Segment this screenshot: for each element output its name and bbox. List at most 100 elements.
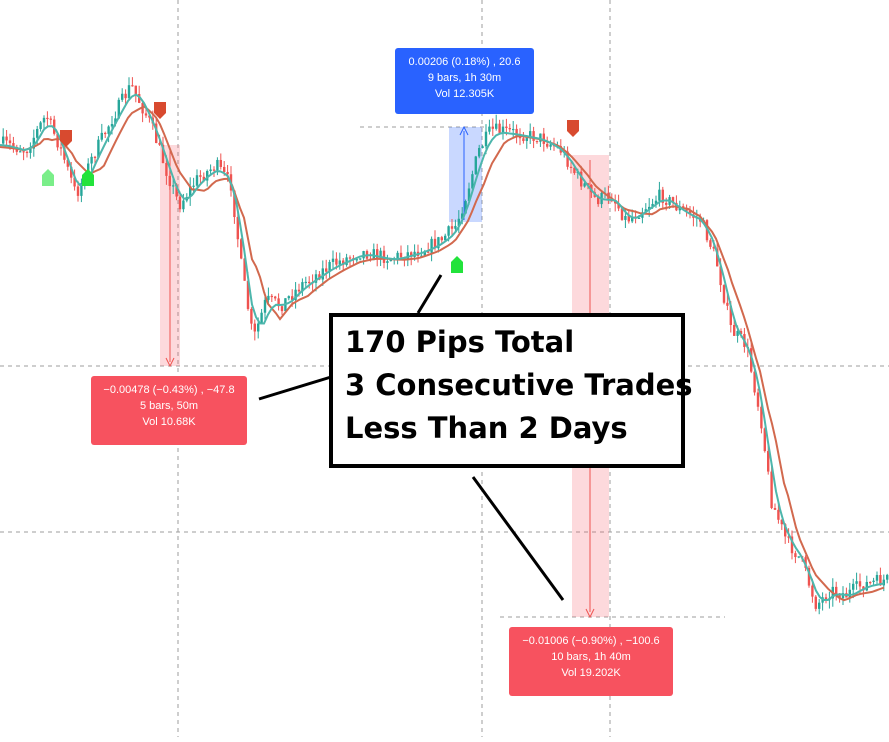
candle-body (658, 189, 661, 201)
candle-body (331, 258, 335, 262)
candle-body (508, 128, 511, 130)
candle-body (756, 392, 760, 407)
candle-body (512, 128, 515, 131)
candle-body (90, 156, 93, 164)
candle-body (124, 93, 127, 99)
candle-body (260, 312, 263, 324)
candle-body (865, 581, 868, 591)
candle-body (257, 323, 260, 332)
candle-body (736, 331, 739, 336)
candle-body (379, 250, 382, 260)
candle-body (253, 323, 256, 332)
ma-fast-line (0, 93, 885, 601)
candle-body (777, 509, 780, 520)
trade-signals (42, 102, 579, 273)
measure-change: −0.01006 (−0.90%) , −100.6 (522, 635, 660, 647)
candle-body (848, 589, 851, 598)
candle-body (168, 175, 171, 187)
candle-body (114, 118, 117, 124)
pointer-to-trade-2 (416, 274, 443, 314)
candle-body (42, 117, 46, 123)
candle-body (192, 185, 195, 187)
candle-body (478, 147, 481, 157)
candle-body (712, 246, 715, 249)
candle-body (206, 171, 209, 181)
buy-signal-marker (451, 256, 463, 273)
candle-body (440, 237, 443, 241)
candle-body (195, 175, 199, 186)
candle-body (25, 151, 29, 154)
candle-body (739, 331, 743, 335)
candle-body (627, 215, 630, 222)
candle-body (750, 348, 753, 372)
candle-body (879, 575, 882, 586)
candle-body (498, 123, 501, 133)
candle-body (433, 238, 437, 249)
candle-body (872, 580, 875, 582)
candle-body (464, 201, 467, 214)
measure-label-short-2: −0.01006 (−0.90%) , −100.6 10 bars, 1h 4… (509, 627, 673, 696)
candle-body (314, 274, 318, 283)
measure-arrow-up (459, 125, 469, 136)
candle-body (301, 282, 304, 292)
candle-body (797, 556, 800, 558)
candle-body (80, 183, 83, 196)
candle-body (110, 123, 114, 127)
candle-body (580, 171, 583, 187)
candle-body (53, 119, 56, 134)
candle-body (709, 240, 712, 247)
candle-body (267, 295, 270, 300)
candle-body (243, 258, 246, 281)
candle-body (325, 268, 328, 272)
candle-body (841, 593, 845, 599)
candle-body (773, 508, 777, 510)
candle-body (270, 295, 273, 298)
measure-bars: 9 bars, 1h 30m (427, 72, 502, 84)
moving-averages (0, 93, 885, 602)
candle-body (566, 151, 569, 167)
buy-signal-marker (82, 169, 94, 186)
candle-body (495, 123, 498, 129)
candle-body (291, 296, 294, 300)
candle-body (787, 536, 790, 538)
candle-body (804, 557, 807, 568)
candle-body (637, 217, 641, 219)
candle-body (835, 586, 838, 595)
candle-body (59, 147, 63, 149)
candle-body (661, 189, 664, 203)
candle-body (454, 225, 457, 229)
candle-body (39, 122, 42, 129)
candle-body (522, 138, 525, 142)
candle-body (348, 257, 352, 259)
candle-body (546, 143, 549, 147)
candle-body (875, 575, 879, 581)
candle-body (345, 257, 348, 266)
candle-body (117, 99, 120, 119)
candle-body (535, 140, 539, 143)
candle-body (654, 200, 658, 204)
candle-body (294, 289, 297, 300)
candle-body (287, 296, 290, 299)
candle-body (770, 471, 773, 509)
candle-body (121, 93, 124, 100)
candle-body (321, 268, 324, 280)
candle-body (399, 252, 403, 258)
candle-body (651, 203, 654, 207)
candle-body (488, 126, 491, 132)
candle-body (515, 128, 518, 136)
candle-body (76, 186, 80, 196)
candle-body (148, 115, 151, 118)
measure-bars: 10 bars, 1h 40m (551, 651, 631, 663)
candle-body (617, 203, 620, 209)
candle-body (97, 139, 100, 158)
candle-body (342, 260, 345, 266)
candle-body (501, 126, 505, 133)
candle-body (474, 156, 477, 175)
candle-body (274, 296, 277, 299)
candle-body (484, 131, 488, 147)
candle-body (386, 261, 389, 263)
candle-body (716, 248, 719, 267)
candle-body (216, 159, 219, 171)
candle-body (457, 218, 460, 226)
